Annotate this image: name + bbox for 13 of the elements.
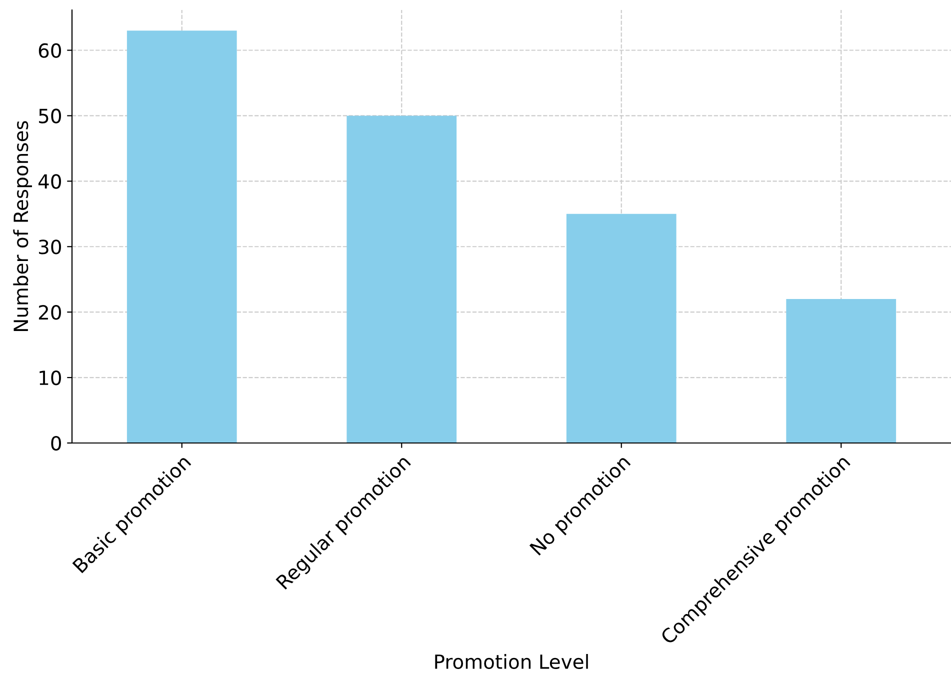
bar bbox=[126, 30, 237, 443]
y-tick-label: 60 bbox=[38, 43, 61, 58]
bar bbox=[786, 298, 896, 443]
y-tick-label: 20 bbox=[38, 305, 61, 320]
bar bbox=[346, 116, 457, 443]
y-tick-label: 10 bbox=[40, 370, 61, 386]
y-axis-title: Number of Responses bbox=[13, 121, 32, 331]
y-tick-label: 40 bbox=[38, 174, 61, 189]
y-tick-label: 50 bbox=[39, 108, 61, 124]
x-axis-title: Promotion Level bbox=[435, 654, 588, 670]
y-tick-label: 0 bbox=[51, 436, 61, 451]
y-tick-label: 30 bbox=[39, 240, 61, 254]
bar bbox=[566, 214, 676, 443]
